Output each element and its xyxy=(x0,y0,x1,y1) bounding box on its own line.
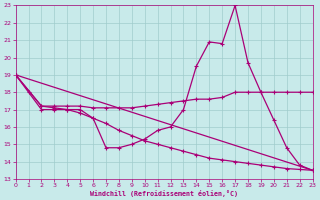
X-axis label: Windchill (Refroidissement éolien,°C): Windchill (Refroidissement éolien,°C) xyxy=(90,190,238,197)
